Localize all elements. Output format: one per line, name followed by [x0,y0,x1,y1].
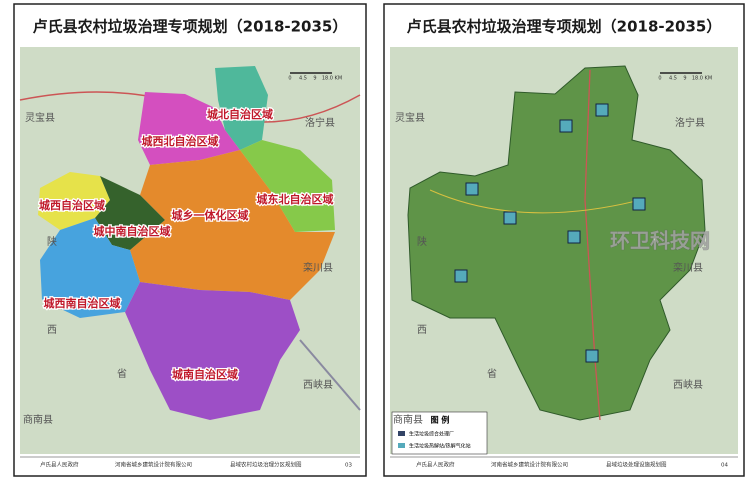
neighbor-label: 商南县 [393,413,423,426]
legend-swatch [398,443,405,448]
facility-icon [585,349,599,363]
footer-text: 卢氏县人民政府 [416,461,455,469]
region-mid-south [95,176,165,250]
region-label: 城西南自治区域 [44,296,121,310]
neighbor-label: 灵宝县 [395,111,425,124]
watermark: 环卫科技网 [610,229,710,253]
region-label: 城西自治区域 [39,198,105,212]
region-northeast [240,140,335,232]
facility-icon [454,269,468,283]
facility-icon [559,119,573,133]
footer-text: 03 [345,463,352,469]
neighbor-label: 灵宝县 [25,111,55,124]
left-panel [13,3,367,477]
neighbor-label: 西 [47,325,57,336]
region-label: 城中南自治区域 [94,224,171,238]
neighbor-label: 西峡县 [303,378,333,391]
footer-text: 04 [721,463,728,469]
neighbor-label: 洛宁县 [675,116,705,129]
facility-icon [465,182,479,196]
neighbor-label: 栾川县 [303,261,333,274]
region-label: 城东北自治区域 [257,192,334,206]
scale-label: 0 [288,76,291,82]
road [299,339,361,411]
neighbor-label: 省 [117,367,127,380]
region-southwest [40,218,140,318]
title: 卢氏县农村垃圾治理专项规划（2018-2035） [33,18,348,36]
legend-item: 生活垃圾综合处理厂 [409,431,454,438]
road [584,69,601,421]
neighbor-label: 西 [417,325,427,336]
region-label: 城西北自治区域 [142,134,219,148]
scale-label: 18.0 KM [322,76,342,82]
neighbor-label: 陕 [47,235,57,248]
legend-item: 生活垃圾热解站/热解气化站 [409,443,471,450]
region-west [38,172,110,230]
scale-label: 4.5 [669,76,677,82]
region-label: 城南自治区域 [172,367,238,381]
facility-icon [632,197,646,211]
river [429,189,641,214]
scale-label: 9 [683,76,686,82]
neighbor-label: 商南县 [23,413,53,426]
region-north [215,66,268,150]
neighbor-label: 西峡县 [673,378,703,391]
region-central [130,150,335,300]
neighbor-label: 洛宁县 [305,116,335,129]
scale-label: 9 [313,76,316,82]
right-panel [383,3,745,477]
scale-label: 0 [658,76,661,82]
region-northwest [138,92,240,165]
footer-text: 卢氏县人民政府 [40,461,79,469]
neighbor-label: 陕 [417,235,427,248]
footer-text: 河南省城乡建筑设计院有限公司 [491,461,568,469]
facility-icon [595,103,609,117]
title: 卢氏县农村垃圾治理专项规划（2018-2035） [407,18,722,36]
scale-label: 18.0 KM [692,76,712,82]
legend-swatch [398,431,405,436]
region-label: 城北自治区域 [207,107,273,121]
footer-text: 县域农村垃圾治理分区规划图 [230,461,302,469]
facility-icon [503,211,517,225]
county [407,65,706,421]
facility-icon [567,230,581,244]
scale-label: 4.5 [299,76,307,82]
legend-box [391,411,488,455]
region-label: 城乡一体化区域 [172,208,249,222]
legend-title: 图 例 [431,415,450,425]
footer-text: 县域垃圾处理设施规划图 [606,461,667,469]
footer-text: 河南省城乡建筑设计院有限公司 [115,461,192,469]
region-south [125,282,300,420]
neighbor-label: 省 [487,367,497,380]
neighbor-label: 栾川县 [673,261,703,274]
